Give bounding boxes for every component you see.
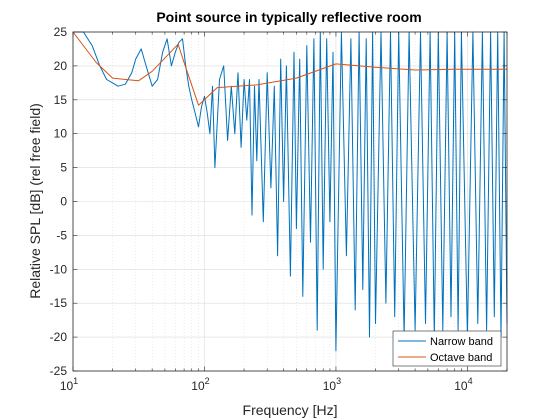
y-tick-label: -15 bbox=[50, 296, 68, 310]
series-layer bbox=[72, 31, 508, 352]
x-tick-label: 103 bbox=[323, 376, 341, 393]
legend-label-octave-band: Octave band bbox=[430, 352, 492, 364]
x-tick-label: 104 bbox=[454, 376, 472, 393]
y-tick-label: 0 bbox=[60, 195, 67, 209]
y-tick-label: -10 bbox=[50, 262, 68, 276]
legend: Narrow band Octave band bbox=[392, 330, 502, 367]
y-tick-label: -20 bbox=[50, 330, 68, 344]
y-tick-label: 10 bbox=[54, 127, 68, 141]
legend-box bbox=[392, 330, 502, 367]
legend-label-narrow-band: Narrow band bbox=[430, 336, 493, 348]
y-tick-label: 5 bbox=[60, 161, 67, 175]
y-tick-label: -5 bbox=[56, 228, 67, 242]
series-line-octave-band bbox=[72, 31, 507, 106]
minor-grid bbox=[112, 32, 508, 371]
x-tick-labels: 101 102 103 104 bbox=[60, 376, 473, 393]
y-tick-labels: -25 -20 -15 -10 -5 0 5 10 15 20 25 bbox=[50, 25, 68, 378]
x-tick-label: 101 bbox=[60, 376, 78, 393]
axis-ticks bbox=[72, 31, 508, 372]
y-tick-label: -25 bbox=[50, 364, 68, 378]
y-tick-label: 15 bbox=[54, 93, 68, 107]
y-tick-label: 25 bbox=[54, 25, 68, 39]
x-axis-label: Frequency [Hz] bbox=[243, 402, 338, 418]
x-tick-label: 102 bbox=[191, 376, 209, 393]
y-axis-label: Relative SPL [dB] (rel free field) bbox=[27, 103, 43, 299]
chart-title: Point source in typically reflective roo… bbox=[156, 9, 421, 25]
y-tick-label: 20 bbox=[54, 59, 68, 73]
